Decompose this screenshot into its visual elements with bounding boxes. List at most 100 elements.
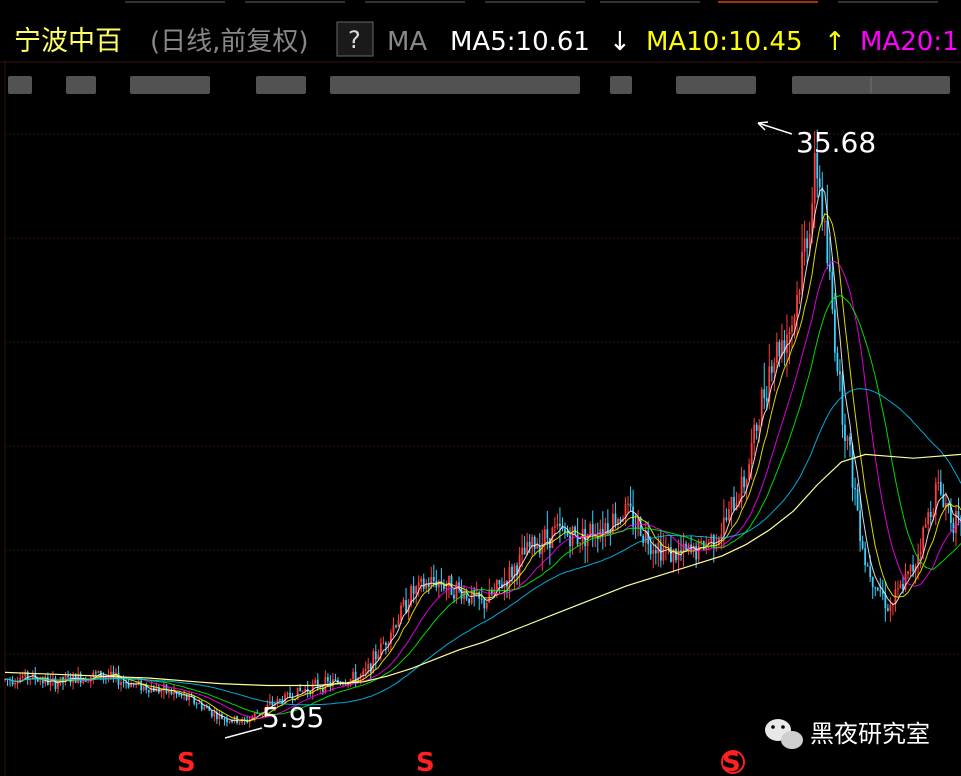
candle-body	[924, 524, 927, 528]
candle-body	[604, 523, 607, 535]
candle-body	[818, 178, 821, 188]
candle-body	[647, 530, 650, 545]
help-button-box[interactable]	[336, 21, 374, 57]
candle-body	[599, 529, 602, 539]
candle-body	[16, 682, 19, 684]
candle-body	[87, 681, 90, 683]
candle-body	[97, 670, 100, 673]
candle-body	[942, 494, 945, 508]
candle-body	[203, 707, 206, 710]
candle-body	[670, 547, 672, 563]
candle-body	[57, 683, 59, 689]
candle-body	[649, 544, 652, 554]
candle-body	[145, 685, 148, 690]
signal-marker[interactable]: S	[416, 748, 435, 776]
obscured-text-block	[792, 76, 872, 94]
obscured-text-block	[8, 76, 32, 94]
candle-body	[349, 679, 352, 683]
candle-body	[372, 651, 375, 673]
candle-body	[791, 325, 793, 333]
chart-mode: (日线,前复权)	[150, 27, 309, 57]
candle-body	[844, 424, 846, 441]
signal-marker[interactable]: S	[721, 748, 745, 776]
candle-body	[488, 590, 491, 603]
candle-body	[501, 584, 503, 588]
candle-body	[231, 720, 233, 722]
candle-body	[687, 544, 690, 551]
candle-body	[465, 592, 468, 599]
candle-body	[369, 663, 372, 673]
candle-body	[725, 517, 728, 521]
candle-body	[750, 443, 753, 464]
candle-body	[226, 719, 228, 723]
candle-body	[127, 683, 130, 688]
candle-body	[39, 680, 42, 682]
candle-body	[619, 518, 622, 522]
candle-body	[541, 543, 544, 554]
candle-body	[897, 588, 899, 590]
candle-body	[536, 545, 539, 549]
signal-marker-label: S	[722, 748, 741, 776]
candle-body	[909, 564, 912, 572]
candle-body	[402, 600, 405, 606]
candle-body	[912, 564, 914, 572]
candle-body	[601, 529, 604, 535]
high-price-label: 35.68	[796, 126, 876, 159]
candle-body	[523, 547, 526, 555]
candle-body	[836, 352, 839, 372]
obscured-text-block	[66, 76, 96, 94]
candle-body	[831, 271, 834, 310]
candle-body	[743, 476, 745, 488]
ma5-legend: MA5:10.61	[450, 27, 590, 57]
candle-body	[803, 238, 806, 252]
candle-body	[29, 678, 32, 680]
candle-body	[695, 545, 698, 560]
candle-body	[281, 699, 284, 704]
candle-body	[902, 583, 904, 590]
candle-body	[884, 594, 887, 609]
obscured-text-block	[130, 76, 210, 94]
candle-body	[934, 483, 937, 516]
candle-body	[458, 582, 460, 588]
candle-body	[712, 534, 715, 548]
candle-body	[662, 547, 665, 561]
candle-body	[722, 517, 725, 535]
candle-body	[874, 587, 877, 589]
ma10-line	[4, 213, 961, 722]
candle-body	[886, 608, 889, 611]
candle-body	[498, 580, 501, 585]
candle-body	[304, 689, 307, 691]
candle-body	[564, 528, 566, 533]
help-button[interactable]: ?	[348, 26, 361, 54]
candle-body	[253, 712, 256, 717]
candle-body	[700, 540, 703, 542]
candle-body	[279, 699, 281, 701]
candle-body	[238, 722, 241, 724]
candle-body	[796, 294, 798, 317]
signal-marker[interactable]: S	[177, 748, 196, 776]
candle-body	[392, 625, 395, 633]
candle-body	[783, 340, 786, 353]
candle-body	[904, 573, 907, 590]
candle-body	[160, 690, 163, 693]
candle-body	[917, 554, 920, 566]
candle-body	[165, 684, 168, 693]
obscured-text-block	[610, 76, 632, 94]
candle-body	[173, 692, 175, 695]
candle-body	[437, 580, 440, 588]
candle-body	[286, 692, 289, 695]
candle-body	[798, 291, 801, 295]
candle-body	[770, 366, 773, 373]
candle-body	[92, 672, 95, 677]
candle-body	[480, 598, 483, 600]
candle-body	[627, 503, 629, 505]
indicator-label[interactable]: MA	[387, 27, 427, 57]
candle-body	[634, 526, 637, 528]
signal-marker-label: S	[416, 748, 435, 776]
candle-body	[210, 710, 213, 717]
candle-body	[518, 554, 521, 575]
ma10-legend: MA10:10.45	[646, 27, 803, 57]
candle-body	[664, 547, 667, 549]
candle-body	[559, 523, 561, 526]
